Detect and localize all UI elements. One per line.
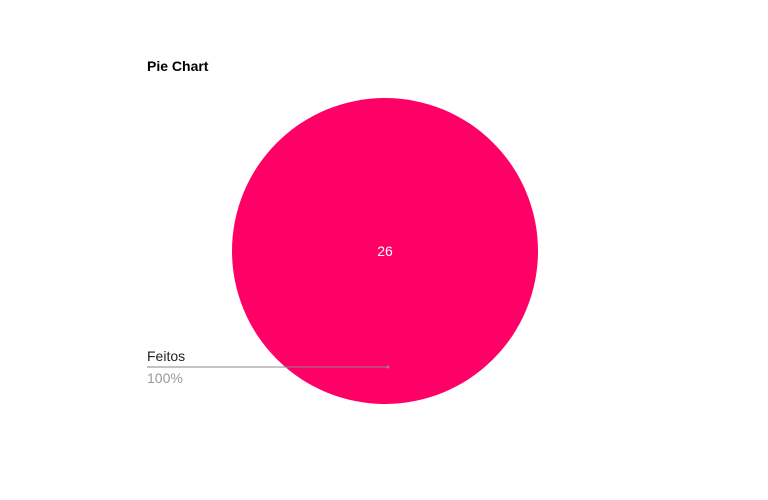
- slice-value-label: 26: [377, 243, 393, 259]
- legend-percent: 100%: [147, 370, 183, 386]
- pie-slice-feitos[interactable]: [232, 98, 538, 404]
- legend-callout-dot: [386, 365, 390, 369]
- legend-label: Feitos: [147, 348, 185, 364]
- chart-title: Pie Chart: [147, 58, 209, 74]
